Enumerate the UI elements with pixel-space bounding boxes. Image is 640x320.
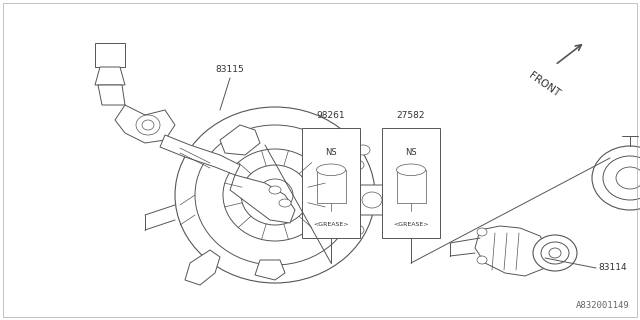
- Bar: [382, 128, 440, 238]
- Ellipse shape: [136, 115, 160, 135]
- Ellipse shape: [350, 225, 364, 235]
- Text: NS: NS: [325, 148, 337, 157]
- Text: NS: NS: [405, 148, 417, 157]
- Polygon shape: [98, 85, 125, 105]
- Polygon shape: [115, 105, 175, 143]
- Ellipse shape: [397, 164, 426, 176]
- Ellipse shape: [223, 149, 327, 241]
- Bar: [302, 128, 360, 238]
- Polygon shape: [230, 175, 295, 223]
- Ellipse shape: [477, 256, 487, 264]
- Ellipse shape: [356, 145, 370, 155]
- Ellipse shape: [195, 125, 355, 265]
- Text: 98261: 98261: [317, 111, 346, 121]
- Polygon shape: [160, 135, 240, 175]
- Ellipse shape: [350, 160, 364, 170]
- Ellipse shape: [317, 164, 346, 176]
- Text: 27582: 27582: [397, 111, 425, 121]
- Text: <GREASE>: <GREASE>: [313, 222, 349, 227]
- Polygon shape: [355, 185, 390, 215]
- Polygon shape: [220, 125, 260, 155]
- Ellipse shape: [549, 248, 561, 258]
- Polygon shape: [95, 43, 125, 67]
- Text: 83114: 83114: [598, 263, 627, 273]
- Ellipse shape: [269, 186, 281, 194]
- Ellipse shape: [257, 179, 293, 211]
- Ellipse shape: [175, 107, 375, 283]
- Ellipse shape: [142, 120, 154, 130]
- Polygon shape: [475, 226, 550, 276]
- Ellipse shape: [616, 167, 640, 189]
- Text: FRONT: FRONT: [527, 71, 562, 99]
- Ellipse shape: [592, 146, 640, 210]
- FancyArrowPatch shape: [557, 45, 581, 63]
- Polygon shape: [95, 67, 125, 85]
- Text: A832001149: A832001149: [576, 301, 630, 310]
- Ellipse shape: [241, 165, 309, 225]
- Text: <GREASE>: <GREASE>: [393, 222, 429, 227]
- Bar: [317, 170, 346, 203]
- Ellipse shape: [477, 228, 487, 236]
- Ellipse shape: [541, 242, 569, 264]
- Ellipse shape: [279, 199, 291, 207]
- Ellipse shape: [362, 192, 382, 208]
- Ellipse shape: [603, 156, 640, 200]
- Ellipse shape: [533, 235, 577, 271]
- Bar: [397, 170, 426, 203]
- Polygon shape: [185, 250, 220, 285]
- Polygon shape: [255, 260, 285, 280]
- Text: 83115: 83115: [216, 66, 244, 75]
